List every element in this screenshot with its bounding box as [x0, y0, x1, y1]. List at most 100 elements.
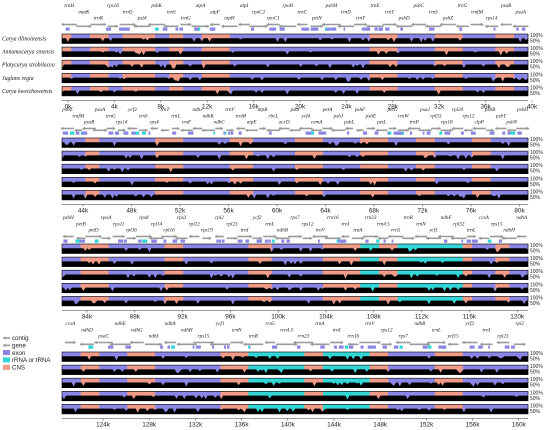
gene-label: ycf15 — [446, 333, 459, 340]
gene-arrow-head — [264, 340, 268, 345]
position-axis: 0k 4k 8k 12k 16k 20k 24k 28k 32k 36k 40k — [62, 100, 538, 111]
gene-label: trnR — [404, 215, 414, 221]
gene-label: psbJ — [333, 113, 344, 119]
exon-block — [393, 345, 399, 349]
gene-label: psbD — [398, 16, 410, 22]
track-region-exon — [514, 34, 529, 44]
gene-arrow-head — [522, 342, 526, 347]
track-border — [61, 364, 529, 375]
panel-1: trnH matK trnK rps16 trnQ psbI psbK trnS trnG atp… — [1, 3, 543, 111]
exon-block — [362, 131, 368, 135]
gene-arrow-head — [94, 340, 97, 345]
exon-block — [364, 27, 371, 31]
gene-label: ccsA — [479, 215, 490, 221]
track-region-exon — [155, 378, 221, 388]
exon-block — [399, 345, 403, 349]
gene-label: rpl22 — [189, 221, 201, 227]
gene-label: rrn16 — [327, 215, 339, 221]
gene-label: rpl33 — [430, 113, 442, 119]
alignment-track: 100%50% — [61, 377, 543, 389]
percent-50-label: 50% — [530, 182, 541, 188]
track-region-exon — [99, 151, 156, 161]
percent-100-label: 100% — [530, 377, 543, 383]
percent-50-label: 50% — [530, 370, 541, 376]
exon-block — [151, 239, 155, 243]
identity-profile — [62, 168, 528, 174]
exon-block — [123, 131, 129, 135]
exon-block — [320, 345, 325, 349]
track-region-exon — [229, 73, 370, 83]
exon-block — [489, 131, 493, 135]
gene-arrow-head — [259, 236, 262, 241]
exon-block — [153, 239, 156, 243]
exon-block — [366, 239, 369, 243]
gene-label: trnG — [181, 16, 191, 22]
gene-arrow-head — [451, 126, 455, 131]
exon-block — [125, 345, 131, 349]
percent-50-label: 50% — [530, 65, 541, 71]
axis-tick-label: 20k — [295, 104, 306, 111]
gene-arrow-head — [439, 22, 443, 27]
exon-block — [179, 27, 184, 31]
gene-label: trnF — [182, 120, 192, 126]
identity-profile — [62, 300, 528, 306]
gene-arrow-head — [450, 128, 453, 133]
gene-arrow-head — [512, 24, 516, 29]
track-border — [61, 351, 529, 362]
species-label: Platycarya strobilacea — [1, 63, 55, 69]
gene-arrow-head — [176, 342, 180, 347]
exon-block — [257, 239, 263, 243]
gene-label: rpl32 — [453, 221, 465, 227]
gene-arrow-head — [377, 236, 381, 241]
gene-label: trnT — [160, 107, 170, 113]
gene-arrow-head — [265, 24, 268, 29]
gene-arrow-head — [60, 126, 64, 131]
exon-block — [511, 345, 515, 349]
percent-100-label: 100% — [530, 59, 543, 65]
gene-label: trnW — [398, 113, 409, 119]
track-region-exon — [253, 164, 296, 174]
track-region-cns — [155, 164, 184, 174]
axis-tick-label: 56k — [223, 208, 234, 215]
gene-arrow-head — [414, 234, 418, 239]
axis-tick-label: 92k — [177, 314, 188, 321]
exon-block — [427, 345, 432, 349]
gene-label: cemA — [311, 120, 323, 126]
gene-label: rps15 — [198, 334, 210, 340]
alignment-track: 100%50% — [61, 403, 543, 415]
track-region-cns — [80, 352, 100, 362]
track-border — [61, 296, 529, 307]
exon-block — [296, 345, 301, 349]
gene-label: rpl16 — [163, 228, 175, 234]
exon-block — [307, 131, 314, 135]
exon-block — [510, 131, 516, 135]
gene-arrow-head — [473, 234, 476, 239]
gene-arrow-head — [361, 236, 365, 241]
track-region-cns — [369, 73, 398, 83]
percent-100-label: 100% — [530, 243, 543, 249]
axis-tick-label: 72k — [417, 208, 428, 215]
track-region-cns — [229, 177, 254, 187]
gene-label: ndhH — [503, 228, 515, 234]
exon-block — [269, 27, 273, 31]
exon-block — [447, 131, 451, 135]
exon-block — [135, 131, 140, 135]
axis-tick-label: 108k — [367, 314, 382, 321]
gene-arrow-head — [485, 24, 488, 29]
gene-label: rps18 — [441, 120, 453, 126]
identity-profile — [62, 287, 528, 293]
exon-block — [124, 27, 130, 31]
exon-block — [443, 345, 447, 349]
gene-arrow-head — [127, 126, 131, 131]
gene-arrow-head — [266, 128, 270, 133]
gene-arrow-head — [428, 128, 432, 133]
track-border — [61, 86, 529, 97]
exon-block — [439, 131, 443, 135]
exon-block — [330, 27, 337, 31]
gene-label: ndhK — [203, 113, 215, 119]
track-border — [61, 243, 529, 254]
exon-block — [224, 345, 226, 349]
exon-block — [141, 131, 146, 135]
gene-label: psaC — [97, 334, 109, 340]
